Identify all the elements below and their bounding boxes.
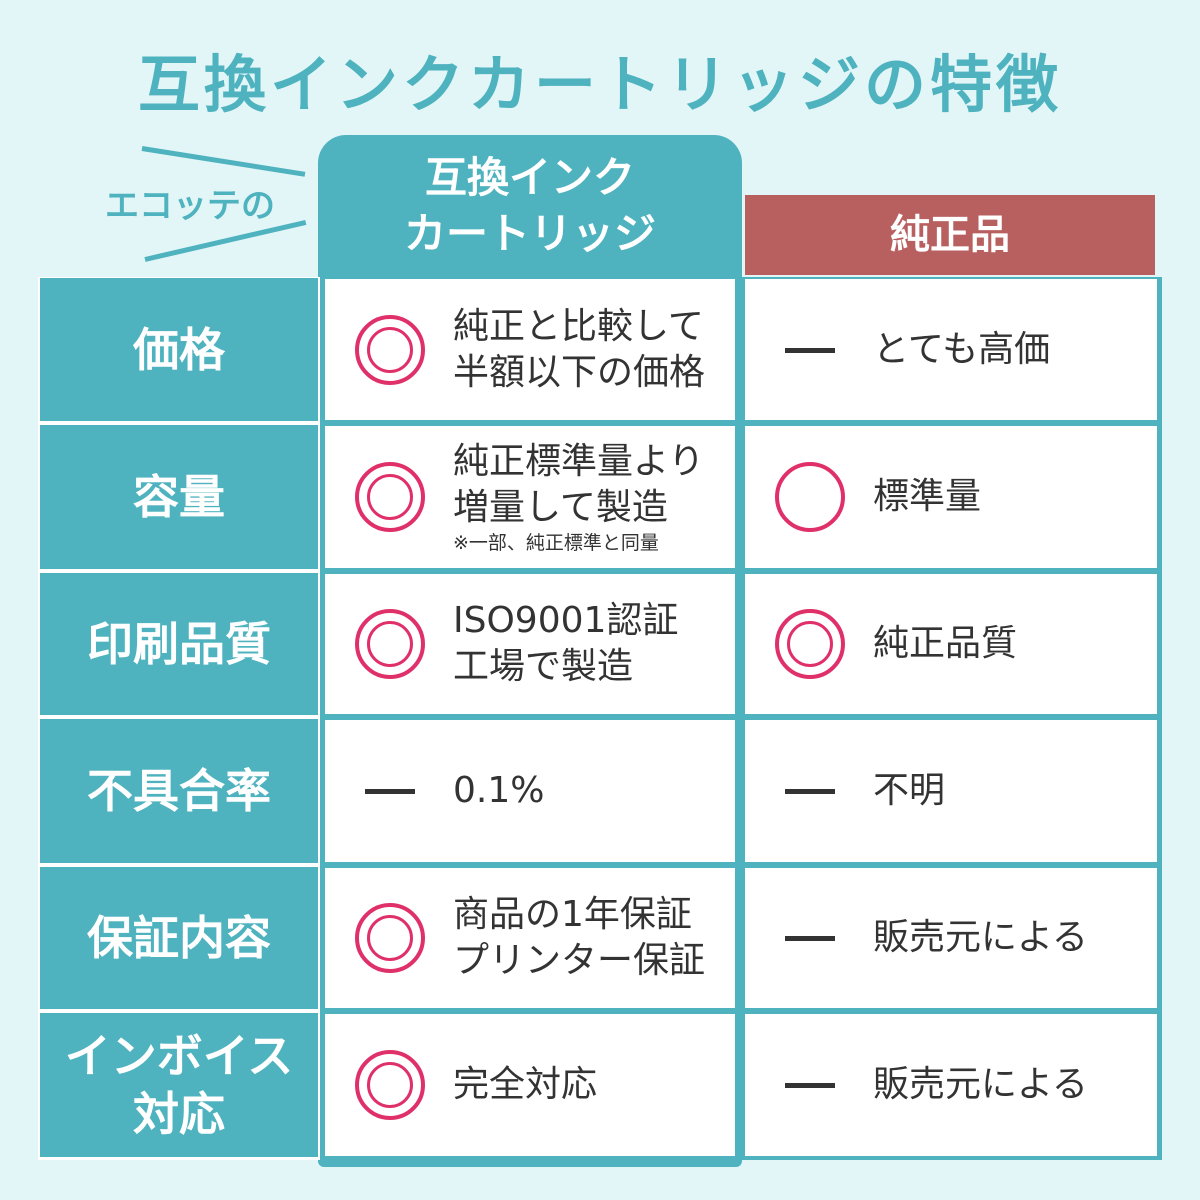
page-title: 互換インクカートリッジの特徴 bbox=[137, 48, 1062, 121]
compat-cell: 純正標準量より 増量して製造 ※一部、純正標準と同量 bbox=[325, 426, 735, 568]
dash-icon bbox=[775, 315, 845, 385]
accent-line-top bbox=[141, 146, 306, 177]
genuine-column bbox=[742, 277, 1162, 1160]
genuine-text: 純正品質 bbox=[873, 623, 1018, 664]
dash-icon bbox=[355, 756, 425, 826]
row-label: 価格 bbox=[40, 278, 318, 421]
genuine-cell: 純正品質 bbox=[745, 574, 1157, 714]
genuine-text: とても高価 bbox=[873, 328, 1051, 370]
genuine-cell: とても高価 bbox=[745, 279, 1157, 420]
genuine-text: 標準量 bbox=[873, 476, 982, 517]
double-circle-icon bbox=[355, 462, 425, 532]
dash-icon bbox=[775, 1050, 845, 1120]
row-label-line: 不具合率 bbox=[87, 764, 271, 818]
compat-cell: 商品の1年保証 プリンター保証 bbox=[325, 868, 735, 1008]
compat-header-line2: カートリッジ bbox=[403, 209, 656, 258]
compat-note: ※一部、純正標準と同量 bbox=[453, 532, 659, 554]
compat-text: 純正と比較して bbox=[453, 305, 704, 347]
genuine-cell: 不明 bbox=[745, 720, 1157, 862]
row-label: 印刷品質 bbox=[40, 573, 318, 715]
row-label: 容量 bbox=[40, 425, 318, 569]
row-label-line: 保証内容 bbox=[87, 911, 271, 965]
row-label-line: 対応 bbox=[133, 1087, 225, 1141]
row-labels bbox=[38, 277, 320, 1160]
genuine-text: 販売元による bbox=[873, 917, 1088, 958]
double-circle-icon bbox=[355, 903, 425, 973]
compat-text: 商品の1年保証 bbox=[453, 894, 692, 935]
compat-cell: 0.1% bbox=[325, 720, 735, 862]
dash-icon bbox=[775, 756, 845, 826]
compat-text: 増量して製造 bbox=[453, 487, 668, 528]
compat-text: 純正標準量より bbox=[453, 441, 705, 482]
genuine-text: 販売元による bbox=[873, 1064, 1088, 1105]
compat-header: 互換インク カートリッジ bbox=[318, 150, 742, 262]
double-circle-icon bbox=[355, 609, 425, 679]
compat-text: ISO9001認証 bbox=[453, 600, 679, 641]
compat-cell: ISO9001認証 工場で製造 bbox=[325, 574, 735, 714]
compat-text: プリンター保証 bbox=[453, 940, 706, 981]
double-circle-icon bbox=[355, 314, 425, 385]
compat-header-line1: 互換インク bbox=[424, 153, 635, 202]
double-circle-icon bbox=[775, 609, 845, 679]
genuine-cell: 販売元による bbox=[745, 868, 1157, 1008]
compat-text: 完全対応 bbox=[453, 1064, 598, 1105]
row-label-line: 価格 bbox=[133, 322, 225, 377]
compat-text: 工場で製造 bbox=[453, 646, 634, 687]
compat-cell: 完全対応 bbox=[325, 1014, 735, 1156]
double-circle-icon bbox=[355, 1050, 425, 1120]
row-label-line: 印刷品質 bbox=[87, 617, 271, 671]
compat-cell: 純正と比較して 半額以下の価格 bbox=[325, 279, 735, 420]
compat-text: 半額以下の価格 bbox=[453, 351, 706, 393]
genuine-cell: 販売元による bbox=[745, 1014, 1157, 1156]
row-label-line: 容量 bbox=[133, 470, 225, 524]
genuine-text: 不明 bbox=[873, 770, 946, 811]
row-label: 不具合率 bbox=[40, 719, 318, 863]
brand-label: エコッテの bbox=[105, 186, 275, 226]
row-label-line: インボイス bbox=[64, 1029, 294, 1083]
genuine-cell: 標準量 bbox=[745, 426, 1157, 568]
row-label: 保証内容 bbox=[40, 867, 318, 1009]
row-label: インボイス 対応 bbox=[40, 1013, 318, 1157]
compat-text: 0.1% bbox=[453, 770, 545, 811]
dash-icon bbox=[775, 903, 845, 973]
genuine-header: 純正品 bbox=[745, 195, 1155, 275]
circle-icon bbox=[775, 462, 845, 532]
